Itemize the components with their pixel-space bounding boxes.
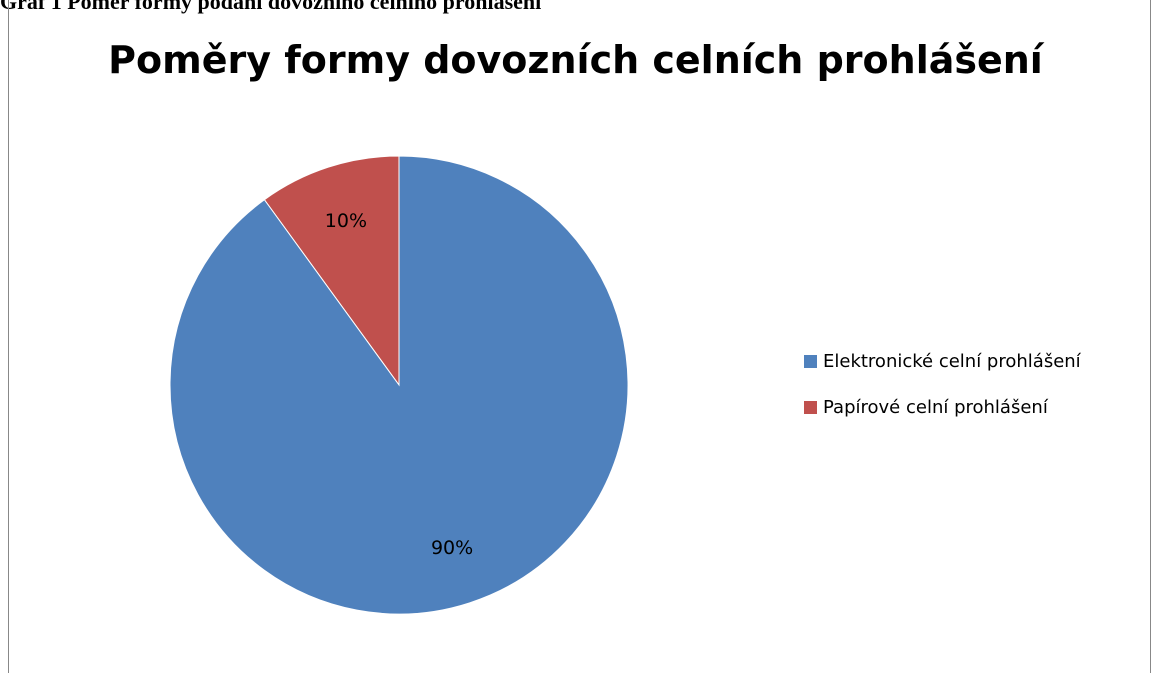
figure-caption: Graf 1 Poměr formy podání dovozního celn… xyxy=(0,0,542,14)
pie-slice-label-0: 10% xyxy=(325,210,367,232)
pie-slices xyxy=(169,155,629,615)
legend-label-electronic: Elektronické celní prohlášení xyxy=(823,350,1081,372)
pie-slice-1 xyxy=(169,155,629,615)
legend-swatch-paper xyxy=(804,400,817,414)
legend-label-paper: Papírové celní prohlášení xyxy=(823,396,1048,418)
legend-item-paper: Papírové celní prohlášení xyxy=(804,394,1081,420)
chart-title: Poměry formy dovozních celních prohlášen… xyxy=(108,38,1043,82)
legend: Elektronické celní prohlášení Papírové c… xyxy=(804,348,1081,440)
legend-item-electronic: Elektronické celní prohlášení xyxy=(804,348,1081,374)
legend-swatch-electronic xyxy=(804,354,817,368)
pie-slice-label-1: 90% xyxy=(431,537,473,559)
pie-labels: 10% 90% xyxy=(325,210,473,559)
pie-slice-0 xyxy=(263,155,400,387)
